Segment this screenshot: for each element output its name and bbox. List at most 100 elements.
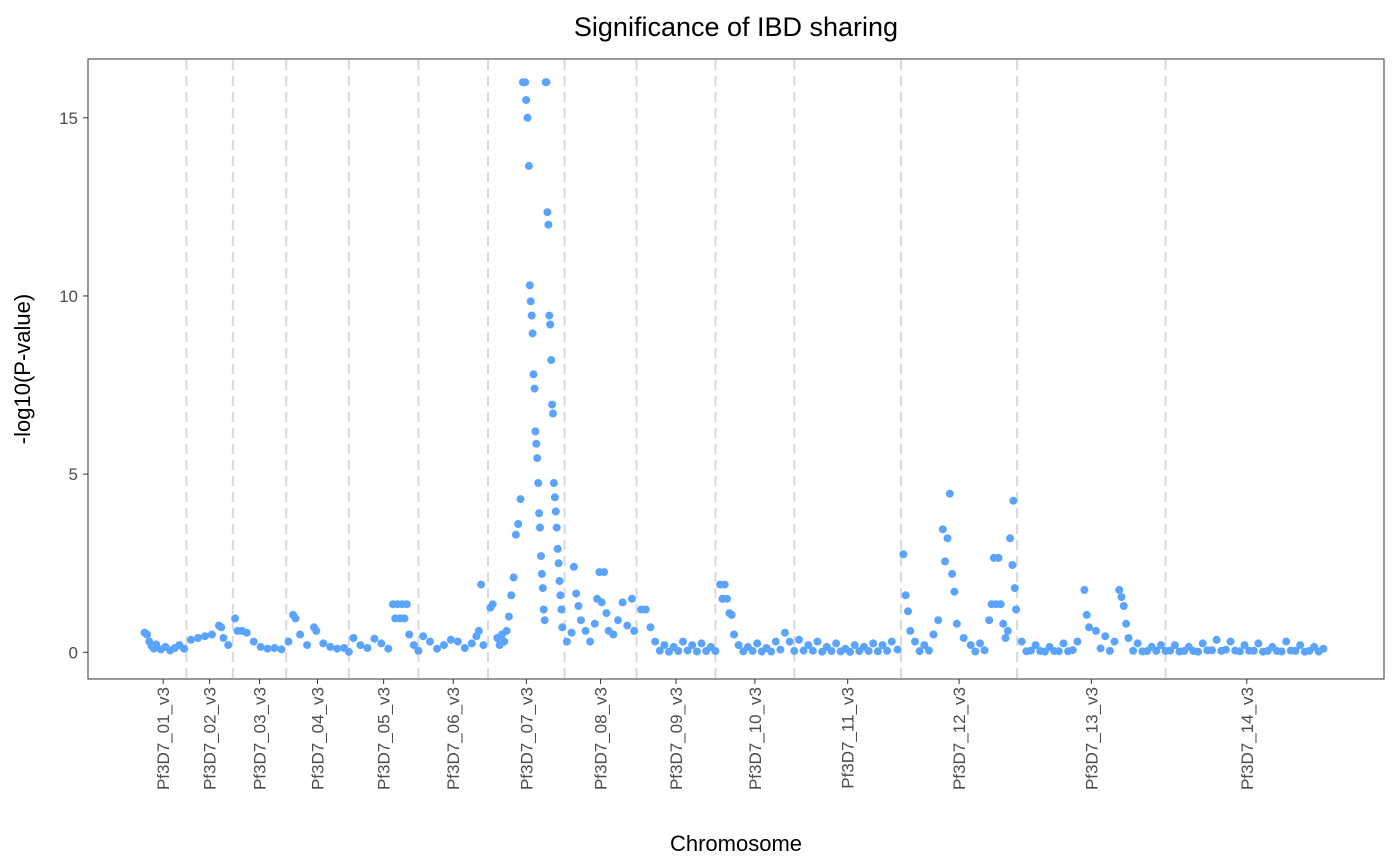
data-point [1296,641,1305,650]
data-point [827,647,836,655]
data-point [524,161,533,170]
data-point [549,479,558,487]
data-point [804,641,813,650]
data-point [785,637,794,646]
data-point [590,619,599,628]
data-point [535,509,544,518]
data-point [1194,647,1203,656]
data-point [602,609,611,618]
data-point [303,641,312,650]
data-point [901,591,910,600]
data-point [641,605,650,614]
data-point [567,628,576,637]
data-point [549,409,557,418]
data-point [966,641,975,650]
data-point [1009,496,1018,505]
data-point [201,632,209,641]
data-point [143,630,151,639]
data-point [1124,634,1133,642]
data-point [409,641,418,650]
data-point [542,78,551,87]
data-point [692,647,701,656]
data-point [576,616,585,625]
data-point [976,639,984,648]
data-point [1133,639,1142,648]
data-point [536,523,544,532]
data-point [521,78,530,87]
data-point [836,647,845,656]
x-tick-label: Pf3D7_02_v3 [201,687,220,790]
data-point [1059,639,1068,648]
data-point [679,637,687,646]
data-point [400,614,409,623]
data-point [1012,605,1021,614]
data-point [795,635,803,644]
data-point [551,507,560,516]
data-point [948,569,957,578]
data-point [720,580,729,589]
data-point [1115,585,1124,594]
data-point [312,626,321,635]
data-point [904,607,912,616]
data-point [540,616,549,625]
data-point [344,647,353,656]
data-point [277,645,286,654]
data-point [730,630,738,639]
data-point [511,530,520,539]
data-point [1282,637,1291,646]
data-point [152,640,161,649]
data-point [532,439,541,448]
data-point [864,647,873,655]
data-point [555,577,564,585]
data-point [1314,647,1323,656]
data-point [543,208,552,217]
data-point [959,634,968,642]
data-point [1092,626,1100,635]
data-point [846,647,854,656]
data-point [651,637,660,646]
data-point [660,641,669,650]
data-point [538,584,547,593]
data-point [544,220,553,229]
data-point [552,523,561,532]
data-point [547,356,556,365]
data-point [887,637,896,646]
data-point [319,639,328,648]
data-point [1156,641,1165,650]
y-axis: 0 5 10 15 [59,109,88,662]
data-point [1277,647,1286,656]
data-point [711,647,720,655]
data-point [537,552,545,561]
data-point [915,647,924,656]
data-point [530,384,539,393]
data-point [971,647,980,656]
data-point [270,644,279,652]
plot-panel-border [87,58,1385,680]
chromosome-separators [185,60,1167,678]
x-tick-label: Pf3D7_13_v3 [1082,687,1101,790]
data-point [219,634,228,642]
y-tick-label: 10 [59,287,78,306]
data-point [1001,634,1010,642]
x-tick-label: Pf3D7_12_v3 [950,687,969,790]
data-point [370,634,379,643]
data-point [776,645,785,654]
data-point [426,637,434,646]
data-point [924,646,933,655]
data-point [600,568,609,577]
data-point [356,641,365,650]
data-point [556,591,565,600]
data-point [523,113,532,122]
data-point [1221,645,1230,654]
data-point [500,637,509,646]
data-point [558,623,567,632]
data-point [572,589,581,598]
data-point [527,311,536,320]
y-axis-label: -log10(P-value) [10,294,35,444]
data-point [623,621,632,630]
data-point [1240,641,1249,650]
data-point [878,641,887,650]
x-axis: Pf3D7_01_v3 Pf3D7_02_v3 Pf3D7_03_v3 Pf3D7_0… [154,679,1257,790]
data-point [557,605,566,614]
data-point [609,630,618,639]
